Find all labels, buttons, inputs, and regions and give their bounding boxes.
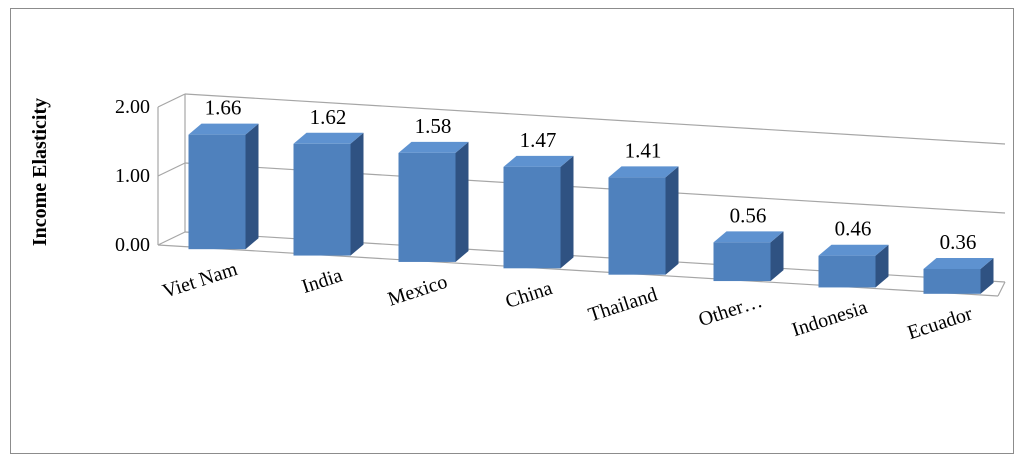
bar <box>503 155 574 269</box>
bar <box>188 123 259 250</box>
bar-top <box>293 132 364 144</box>
y-tick-label: 1.00 <box>115 165 150 187</box>
bar-top <box>503 155 574 167</box>
x-tick-label: Indonesia <box>789 296 870 341</box>
bar-side <box>875 244 889 288</box>
y-tick-label: 2.00 <box>115 96 150 118</box>
bar-side <box>665 166 679 275</box>
x-tick-label: Ecuador <box>905 303 975 345</box>
bar-side <box>350 132 364 256</box>
bar-front <box>713 242 771 282</box>
gridline <box>184 93 1006 145</box>
bar-side <box>560 155 574 269</box>
gridline-side <box>157 162 186 177</box>
bar-front <box>503 166 561 269</box>
bar-top <box>923 257 994 269</box>
bars <box>188 123 994 294</box>
bar-side <box>245 123 259 250</box>
bar-top <box>188 123 259 135</box>
bar <box>608 166 679 275</box>
x-tick-label: Other… <box>696 290 765 331</box>
bar <box>398 141 469 262</box>
bar-front <box>818 255 876 288</box>
bar <box>818 244 889 288</box>
data-label: 1.62 <box>310 105 347 129</box>
bar-top <box>398 141 469 153</box>
floor-edge <box>997 281 1006 297</box>
x-tick-label: Viet Nam <box>160 258 241 303</box>
x-tick-label: India <box>299 264 345 298</box>
data-label: 0.56 <box>730 203 767 227</box>
x-tick-label: China <box>503 277 555 313</box>
data-label: 1.58 <box>415 114 452 138</box>
bar-front <box>293 143 351 256</box>
y-axis-title: Income Elasticity <box>29 98 51 246</box>
data-label: 0.36 <box>940 230 977 254</box>
bar-front <box>398 152 456 262</box>
bar-front <box>188 134 246 250</box>
bar-side <box>455 141 469 262</box>
bar-side <box>770 231 784 282</box>
bar-top <box>713 231 784 243</box>
x-tick-label: Thailand <box>586 284 660 327</box>
data-label: 1.47 <box>520 128 557 152</box>
bar-top <box>608 166 679 178</box>
bar <box>293 132 364 256</box>
gridline-side <box>157 93 186 108</box>
bar-top <box>818 244 889 256</box>
data-labels: 1.66 1.62 1.58 1.47 1.41 0.56 0.46 0.36 <box>205 96 977 254</box>
x-tick-label: Mexico <box>385 271 450 311</box>
bar-front <box>608 177 666 275</box>
y-tick-label: 0.00 <box>115 234 150 256</box>
bar-front <box>923 268 981 294</box>
data-label: 1.66 <box>205 96 242 120</box>
data-label: 1.41 <box>625 138 662 162</box>
data-label: 0.46 <box>835 217 872 241</box>
bar <box>923 257 994 294</box>
bar-side <box>980 257 994 294</box>
bar <box>713 231 784 282</box>
gridline-side <box>157 231 186 246</box>
